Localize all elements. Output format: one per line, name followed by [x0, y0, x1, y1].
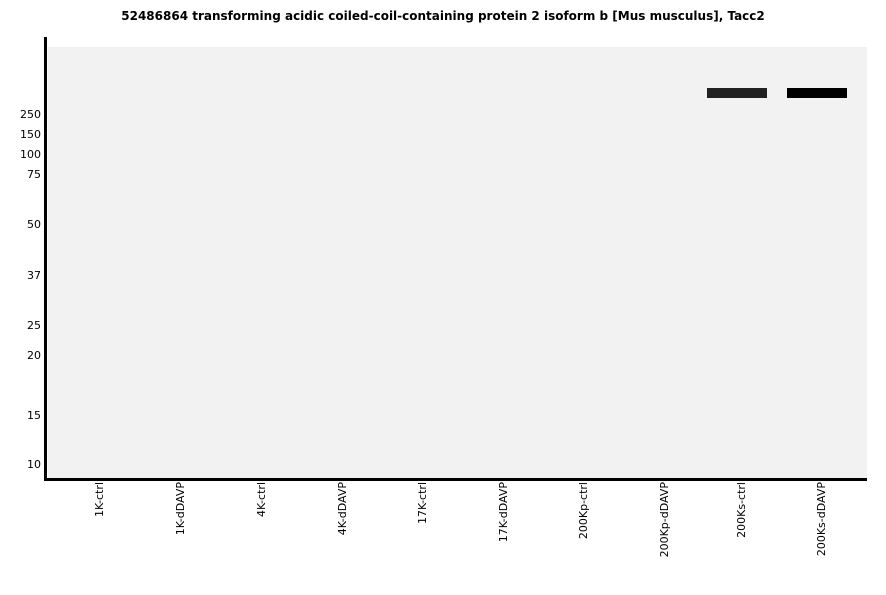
- y-tick-label-100: 100: [20, 148, 41, 161]
- y-tick-label-37: 37: [27, 269, 41, 282]
- lane-label-17K-ctrl: 17K-ctrl: [416, 482, 429, 524]
- y-tick-label-250: 250: [20, 108, 41, 121]
- lane-label-200Ks-ctrl: 200Ks-ctrl: [735, 482, 748, 538]
- y-axis-line: [44, 37, 47, 481]
- y-tick-label-20: 20: [27, 349, 41, 362]
- y-tick-label-25: 25: [27, 319, 41, 332]
- x-axis-line: [44, 478, 867, 481]
- lane-label-200Kp-dDAVP: 200Kp-dDAVP: [658, 482, 671, 558]
- y-tick-label-75: 75: [27, 168, 41, 181]
- lane-label-1K-dDAVP: 1K-dDAVP: [174, 482, 187, 536]
- y-tick-label-10: 10: [27, 458, 41, 471]
- lane-label-1K-ctrl: 1K-ctrl: [93, 482, 106, 517]
- band-200Ks-ctrl: [707, 88, 767, 98]
- lane-label-4K-dDAVP: 4K-dDAVP: [336, 482, 349, 536]
- y-tick-label-50: 50: [27, 218, 41, 231]
- chart-title: 52486864 transforming acidic coiled-coil…: [121, 9, 765, 23]
- lane-label-4K-ctrl: 4K-ctrl: [255, 482, 268, 517]
- lane-label-200Kp-ctrl: 200Kp-ctrl: [577, 482, 590, 540]
- band-200Ks-dDAVP: [787, 88, 847, 98]
- lane-label-17K-dDAVP: 17K-dDAVP: [497, 482, 510, 543]
- gel-background: [48, 47, 867, 478]
- y-tick-label-150: 150: [20, 128, 41, 141]
- y-tick-label-15: 15: [27, 409, 41, 422]
- lane-label-200Ks-dDAVP: 200Ks-dDAVP: [815, 482, 828, 557]
